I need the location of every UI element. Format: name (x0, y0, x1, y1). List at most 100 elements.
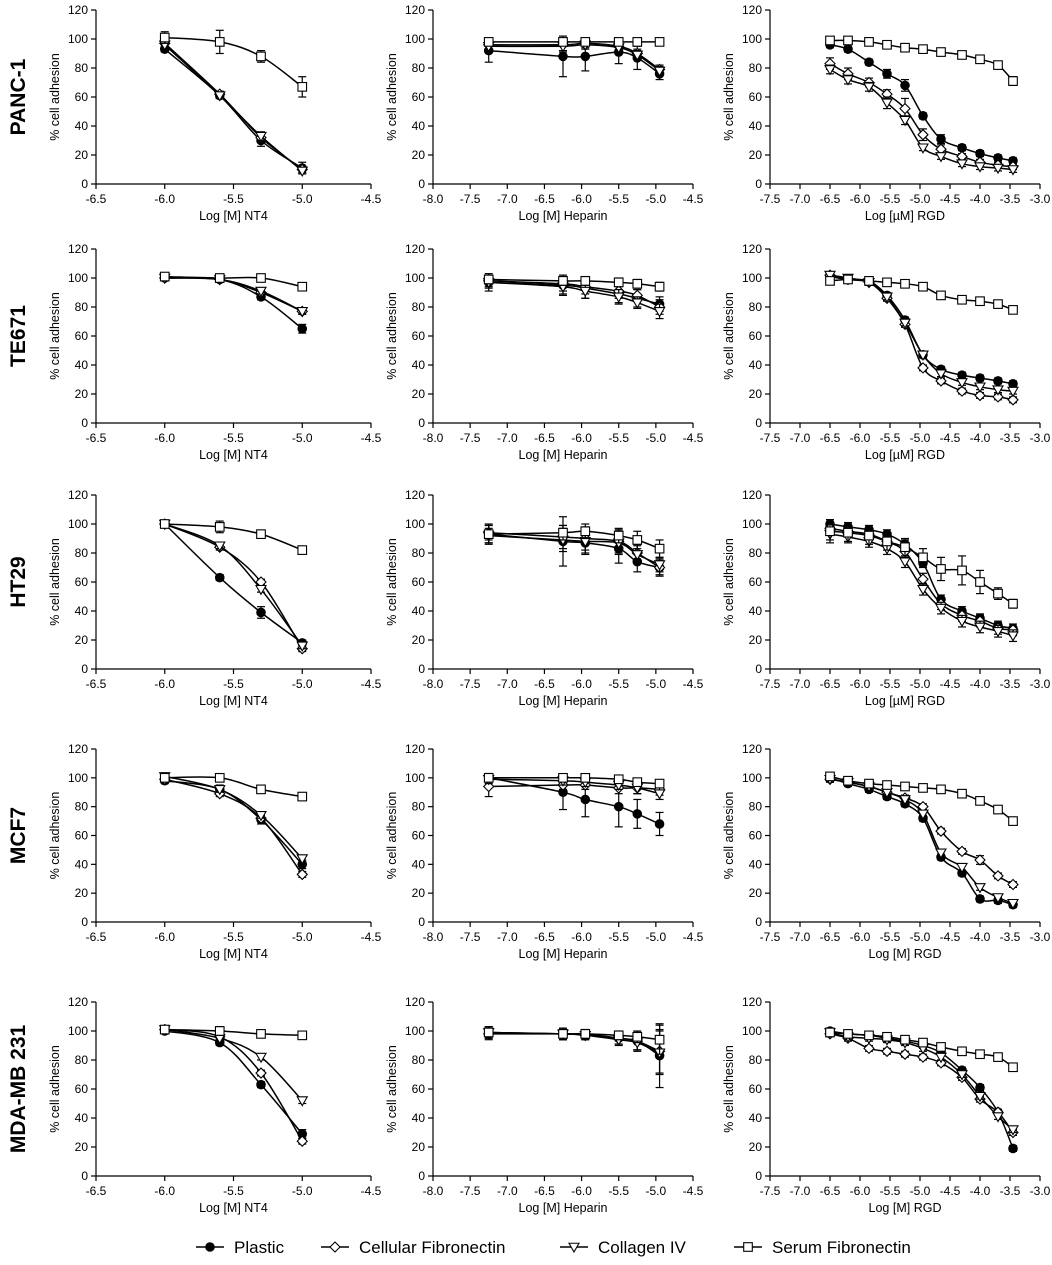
x-tick-label: -5.5 (608, 431, 629, 445)
data-point-serum-fibronectin (159, 32, 170, 43)
data-point-cellular-fibronectin (917, 128, 929, 141)
data-point-collagen-iv (974, 1091, 986, 1103)
fit-line-serum-fibronectin (164, 1028, 303, 1037)
x-tick-label: -6.0 (154, 1184, 175, 1198)
data-point-serum-fibronectin (900, 42, 910, 53)
data-point-plastic (936, 134, 946, 144)
series-collagen-iv (158, 1025, 309, 1107)
y-axis-title: % cell adhesion (48, 792, 62, 880)
x-tick-label: -5.0 (646, 192, 667, 206)
legend-marker-plastic (205, 1242, 215, 1252)
data-point-collagen-iv (653, 66, 666, 78)
fit-line-serum-fibronectin (164, 776, 303, 798)
y-tick-label: 100 (742, 517, 762, 531)
y-tick-label: 0 (755, 662, 762, 676)
data-point-serum-fibronectin (957, 565, 967, 576)
data-point-collagen-iv (956, 616, 968, 628)
data-point-collagen-iv (255, 131, 267, 143)
x-tick-label: -5.5 (880, 1184, 901, 1198)
x-tick-label: -5.5 (608, 677, 629, 691)
data-point-collagen-iv (296, 307, 309, 318)
data-point-serum-fibronectin (975, 796, 985, 806)
x-tick-label: -6.0 (850, 1184, 871, 1198)
y-tick-label: 100 (68, 771, 88, 785)
x-axis-title: Log [M] Heparin (519, 448, 608, 462)
x-tick-label: -6.5 (820, 930, 841, 944)
y-tick-label: 20 (412, 148, 426, 162)
fit-line-serum-fibronectin (164, 36, 303, 88)
data-point-plastic (843, 44, 853, 54)
data-point-collagen-iv (917, 143, 929, 154)
series-serum-fibronectin (483, 772, 665, 789)
data-point-serum-fibronectin (558, 37, 568, 47)
fit-line-serum-fibronectin (164, 275, 303, 288)
x-tick-label: -6.5 (86, 192, 107, 206)
panel-te671-1: 0 20 40 60 80 100 120 -6.5 -6.0 -5.5 -5.0 -4.5 Log [… (48, 242, 382, 462)
data-point-serum-fibronectin (580, 37, 591, 47)
y-tick-label: 40 (749, 358, 763, 372)
data-point-cellular-fibronectin (992, 391, 1004, 403)
data-point-collagen-iv (992, 1112, 1004, 1123)
data-point-serum-fibronectin (936, 290, 946, 301)
series-cellular-fibronectin (158, 272, 309, 318)
y-axis-title: % cell adhesion (385, 792, 399, 880)
data-point-serum-fibronectin (864, 1030, 874, 1041)
y-tick-label: 80 (75, 1053, 89, 1067)
data-point-serum-fibronectin (483, 529, 494, 539)
series-serum-fibronectin (159, 29, 308, 98)
data-point-collagen-iv (213, 785, 226, 796)
x-tick-label: -7.0 (790, 930, 811, 944)
data-point-serum-fibronectin (558, 527, 568, 538)
x-tick-label: -6.5 (86, 930, 107, 944)
data-point-serum-fibronectin (957, 788, 967, 799)
panel-te671-2: 0 20 40 60 80 100 120 -8.0 -7.5 -7.0 -6.5 -6.0 -5.5 -… (385, 242, 704, 462)
data-point-collagen-iv (974, 162, 986, 173)
data-point-collagen-iv (899, 557, 911, 568)
x-tick-label: -5.5 (608, 192, 629, 206)
x-tick-label: -6.5 (534, 192, 555, 206)
y-tick-label: 100 (68, 1024, 88, 1038)
data-point-serum-fibronectin (957, 294, 967, 305)
series-cellular-fibronectin (158, 37, 309, 176)
x-tick-label: -7.0 (790, 1184, 811, 1198)
data-point-serum-fibronectin (214, 522, 225, 532)
x-tick-label: -6.0 (154, 192, 175, 206)
data-point-collagen-iv (1007, 898, 1019, 910)
data-point-collagen-iv (992, 163, 1004, 175)
data-point-plastic (580, 794, 591, 805)
y-tick-label: 80 (749, 800, 763, 814)
series-serum-fibronectin (483, 274, 665, 292)
data-point-collagen-iv (974, 382, 986, 393)
y-tick-label: 120 (68, 242, 88, 256)
x-tick-label: -6.5 (820, 677, 841, 691)
y-tick-label: 80 (412, 546, 426, 560)
data-point-serum-fibronectin (936, 1042, 946, 1052)
x-tick-label: -7.5 (460, 677, 481, 691)
series-serum-fibronectin (159, 772, 308, 802)
series-serum-fibronectin (825, 771, 1018, 826)
data-point-collagen-iv (1007, 165, 1019, 176)
data-point-collagen-iv (612, 292, 625, 303)
data-point-plastic (975, 373, 985, 383)
data-point-serum-fibronectin (214, 772, 225, 783)
x-tick-label: -5.0 (292, 431, 313, 445)
y-tick-label: 20 (412, 633, 426, 647)
x-tick-label: -5.0 (646, 1184, 667, 1198)
panel-mda-mb-231-2: 0 20 40 60 80 100 120 -8.0 -7.5 -7.0 -6.5 -6.0 -5.5 -… (385, 995, 704, 1215)
x-axis-title: Log [M] RGD (869, 947, 942, 961)
y-tick-label: 80 (412, 300, 426, 314)
data-point-serum-fibronectin (580, 1029, 591, 1039)
y-tick-label: 20 (75, 633, 89, 647)
data-point-collagen-iv (653, 307, 666, 318)
data-point-cellular-fibronectin (917, 362, 929, 374)
y-tick-label: 40 (412, 119, 426, 133)
x-tick-label: -3.0 (1030, 930, 1051, 944)
x-tick-label: -3.5 (1000, 431, 1021, 445)
x-tick-label: -5.0 (910, 431, 931, 445)
row-labels: PANC-1 TE671 HT29 MCF7 MDA-MB 231 (7, 58, 30, 1153)
data-point-serum-fibronectin (864, 530, 874, 541)
fit-line-collagen-iv (164, 1028, 303, 1102)
data-point-serum-fibronectin (613, 530, 624, 541)
